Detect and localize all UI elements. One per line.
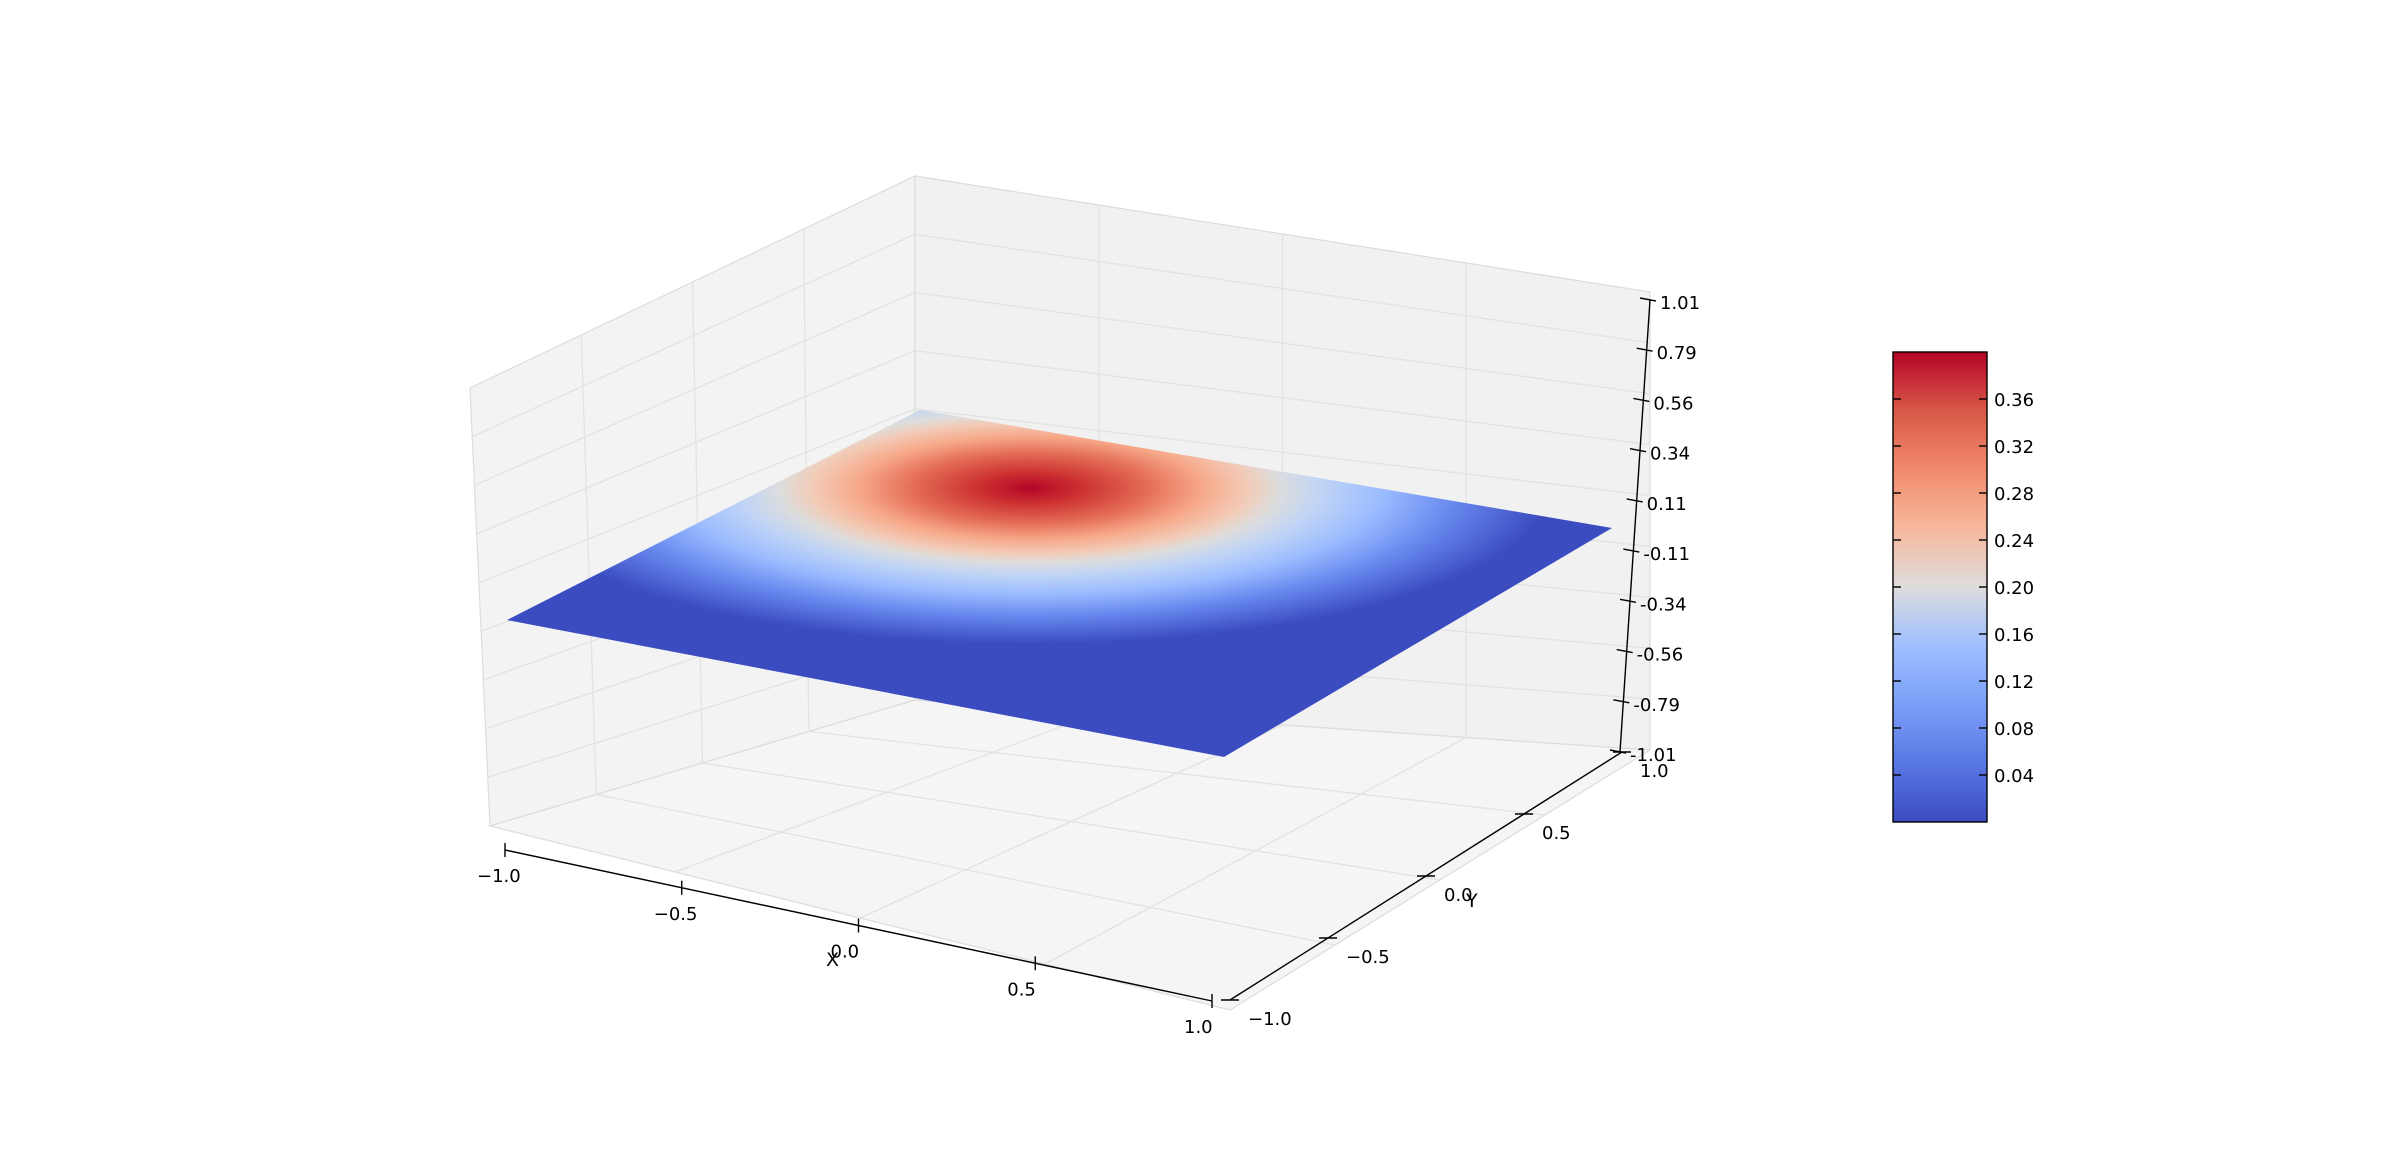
colorbar-tick-label: 0.28 — [1994, 484, 2034, 505]
colorbar-tick-label: 0.20 — [1994, 578, 2034, 599]
colorbar-tick-label: 0.36 — [1994, 390, 2034, 411]
axes — [504, 297, 1657, 1008]
colorbar-tick-label: 0.16 — [1994, 625, 2034, 646]
x-axis-label: X — [826, 949, 839, 971]
colorbar-tick-label: 0.32 — [1994, 437, 2034, 458]
z-tick-label: 1.01 — [1660, 293, 1700, 314]
floor-pane — [487, 699, 1652, 1011]
y-tick-label: 1.0 — [1640, 761, 1669, 782]
z-tick-mark — [1629, 447, 1647, 453]
z-grid-line — [474, 291, 1651, 486]
floor-grid-x — [1044, 736, 1467, 965]
y-axis-label: Y — [1465, 890, 1478, 912]
colorbar-tick-label: 0.24 — [1994, 531, 2034, 552]
colorbar-ticks: 0.04 0.08 0.12 0.16 0.20 0.24 0.28 0.32 0.36 — [1893, 390, 2034, 787]
y-tick-label: −1.0 — [1248, 1009, 1292, 1030]
z-tick-mark — [1609, 749, 1627, 754]
side-grid-vertical — [580, 334, 597, 795]
z-tick-mark — [1626, 498, 1643, 503]
tick-labels: −1.0−0.50.00.51.0 −1.0−0.50.00.51.0-1.01-… — [477, 293, 1700, 1038]
z-tick-label: -0.79 — [1633, 695, 1680, 716]
y-tick-label: 0.0 — [1444, 885, 1473, 906]
z-tick-label: -0.11 — [1643, 544, 1690, 565]
z-tick-label: 0.11 — [1647, 494, 1687, 515]
z-tick-mark — [1616, 648, 1633, 654]
x-tick-label: 1.0 — [1184, 1017, 1213, 1038]
colorbar-tick-label: 0.04 — [1994, 766, 2034, 787]
z-tick-label: -0.34 — [1640, 594, 1687, 615]
z-tick-mark — [1619, 598, 1637, 604]
z-axis-line — [1619, 299, 1651, 753]
z-grid-line — [478, 408, 1651, 584]
floor-grid-y — [808, 730, 1546, 816]
z-tick-label: 0.79 — [1657, 343, 1697, 364]
z-grid-line — [476, 349, 1651, 535]
x-tick-label: −1.0 — [477, 866, 521, 887]
z-tick-label: 0.56 — [1653, 393, 1693, 414]
x-tick-label: −0.5 — [654, 904, 698, 925]
colorbar — [1892, 351, 1988, 823]
z-tick-mark — [1636, 347, 1653, 352]
floor-grid-y — [702, 762, 1441, 881]
z-tick-label: 0.34 — [1650, 444, 1690, 465]
z-tick-mark — [1613, 699, 1630, 704]
colorbar-tick-label: 0.12 — [1994, 672, 2034, 693]
z-grid-line — [471, 233, 1651, 438]
z-tick-label: -1.01 — [1630, 745, 1677, 766]
y-tick-label: 0.5 — [1542, 823, 1571, 844]
z-tick-mark — [1633, 397, 1650, 403]
z-tick-mark — [1623, 548, 1640, 553]
x-tick-label: 0.0 — [831, 942, 860, 963]
x-tick-label: 0.5 — [1007, 979, 1036, 1000]
y-tick-label: −0.5 — [1346, 947, 1390, 968]
side-grid-vertical — [691, 281, 704, 764]
colorbar-tick-label: 0.08 — [1994, 719, 2034, 740]
z-tick-label: -0.56 — [1637, 645, 1684, 666]
z-tick-mark — [1639, 297, 1657, 302]
surface-mesh — [507, 410, 1612, 757]
